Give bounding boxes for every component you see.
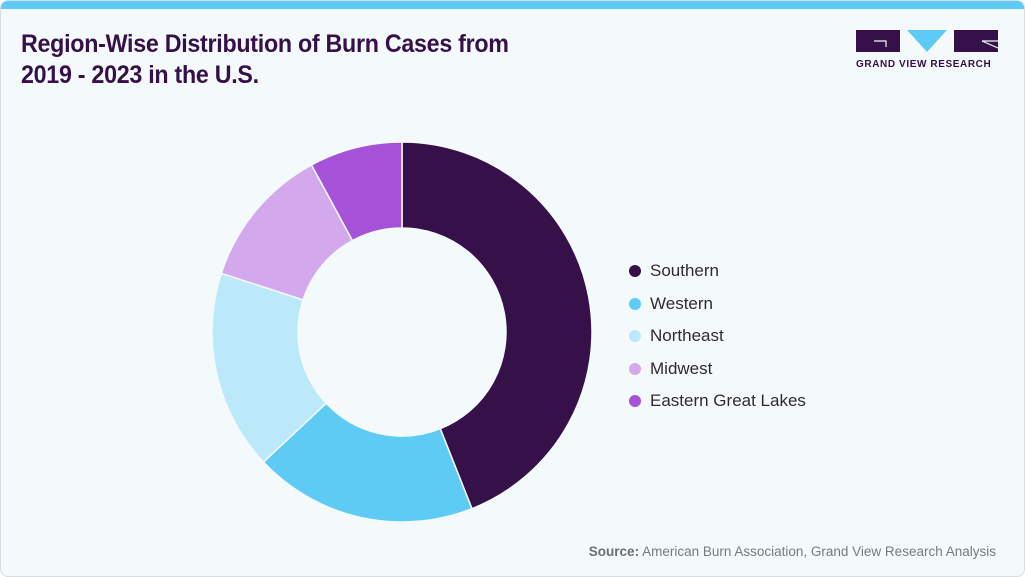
chart-title: Region-Wise Distribution of Burn Cases f… [21, 29, 635, 91]
logo-g-icon [856, 30, 900, 52]
logo-v-icon [907, 30, 947, 52]
legend-label: Northeast [650, 326, 724, 346]
source-label: Source: [588, 544, 640, 559]
title-line-2: 2019 - 2023 in the U.S. [21, 61, 259, 89]
legend-label: Western [650, 293, 713, 313]
legend-label: Southern [650, 261, 719, 281]
legend-dot-icon [629, 265, 641, 278]
source-text: American Burn Association, Grand View Re… [639, 544, 996, 559]
legend-item-western: Western [629, 288, 806, 321]
logo-marks [856, 30, 998, 52]
legend-item-northeast: Northeast [629, 320, 806, 353]
legend-item-midwest: Midwest [629, 353, 806, 386]
legend-label: Midwest [650, 358, 713, 378]
legend-item-eastern-great-lakes: Eastern Great Lakes [629, 385, 806, 418]
grand-view-research-logo: GRAND VIEW RESEARCH [856, 30, 998, 70]
chart-legend: Southern Western Northeast Midwest Eastern G… [629, 255, 806, 418]
legend-dot-icon [629, 395, 641, 408]
donut-chart [211, 141, 593, 523]
accent-top-bar [1, 1, 1024, 9]
legend-label: Eastern Great Lakes [650, 391, 806, 411]
slice-western [262, 402, 473, 523]
legend-dot-icon [629, 297, 641, 310]
source-note: Source: American Burn Association, Grand… [589, 544, 996, 559]
logo-text: GRAND VIEW RESEARCH [856, 59, 992, 70]
logo-r-icon [954, 30, 998, 52]
legend-dot-icon [629, 330, 641, 343]
title-line-1: Region-Wise Distribution of Burn Cases f… [21, 30, 509, 58]
legend-dot-icon [629, 362, 641, 375]
slice-southern [401, 141, 593, 510]
slice-eastern-great-lakes [310, 141, 403, 242]
legend-item-southern: Southern [629, 255, 806, 288]
